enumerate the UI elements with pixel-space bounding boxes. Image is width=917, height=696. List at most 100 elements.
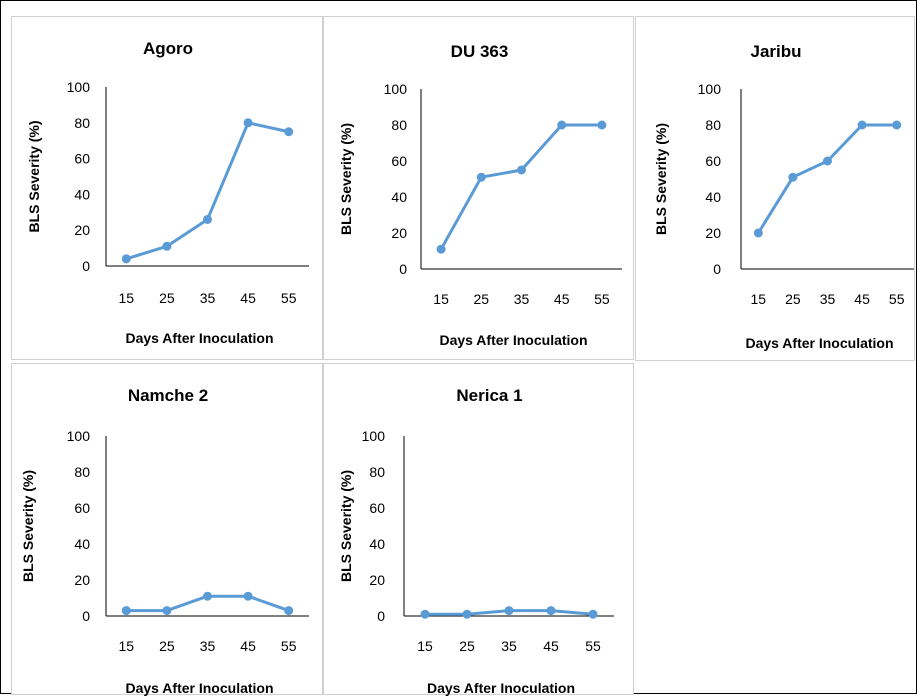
data-point	[121, 606, 131, 616]
x-axis-title: Days After Inoculation	[439, 332, 587, 348]
chart-svg-nerica-1: Nerica 1 BLS Severity (%) 0 20 40 60 80 100 15 25…	[338, 386, 614, 696]
x-tick-label: 55	[585, 638, 601, 654]
y-tick-label: 60	[74, 151, 90, 167]
y-tick-label: 60	[74, 500, 90, 516]
y-tick-label: 40	[74, 536, 90, 552]
x-tick-label: 35	[514, 291, 530, 307]
y-tick-label: 80	[74, 464, 90, 480]
y-tick-label: 0	[82, 258, 90, 274]
chart-title: DU 363	[451, 42, 509, 61]
data-point	[546, 606, 556, 616]
y-tick-label: 100	[67, 428, 91, 444]
x-tick-label: 15	[119, 638, 135, 654]
data-point	[504, 606, 514, 616]
x-tick-label: 55	[281, 290, 297, 306]
data-point	[121, 254, 131, 264]
data-point	[420, 609, 430, 619]
data-point	[476, 172, 486, 182]
y-axis-title: BLS Severity (%)	[338, 123, 354, 235]
x-axis-title: Days After Inoculation	[427, 680, 575, 696]
data-point	[162, 241, 172, 251]
y-tick-label: 40	[369, 536, 385, 552]
x-axis-title: Days After Inoculation	[745, 335, 893, 351]
y-axis-title: BLS Severity (%)	[338, 470, 354, 582]
chart-svg-du-363: DU 363 BLS Severity (%) 0 20 40 60 80 100 15 25 35…	[338, 42, 622, 348]
data-point	[462, 609, 472, 619]
x-tick-label: 25	[785, 291, 801, 307]
y-tick-label: 80	[391, 117, 407, 133]
data-point	[788, 172, 798, 182]
data-point	[857, 120, 867, 130]
x-tick-label: 45	[854, 291, 870, 307]
data-point	[203, 591, 212, 601]
x-tick-label: 25	[159, 638, 175, 654]
chart-title: Jaribu	[750, 42, 801, 61]
chart-svg-jaribu: Jaribu BLS Severity (%) 0 20 40 60 80 100 15 25 35…	[653, 42, 914, 351]
x-tick-label: 25	[159, 290, 175, 306]
chart-svg-agoro: Agoro BLS Severity (%) 0 20 40 60 80 100 15 25 35 4…	[26, 39, 309, 346]
chart-title: Agoro	[143, 39, 193, 58]
y-tick-label: 40	[74, 186, 90, 202]
x-tick-label: 25	[459, 638, 475, 654]
chart-panel-jaribu: Jaribu BLS Severity (%) 0 20 40 60 80 100 15 25 35…	[635, 16, 915, 361]
y-tick-label: 0	[82, 608, 90, 624]
y-tick-label: 20	[705, 225, 721, 241]
chart-panel-namche-2: Namche 2 BLS Severity (%) 0 20 40 60 80 100 15 25…	[11, 363, 323, 696]
x-tick-label: 35	[200, 290, 216, 306]
y-tick-label: 20	[391, 225, 407, 241]
data-point	[284, 127, 294, 137]
chart-svg-namche-2: Namche 2 BLS Severity (%) 0 20 40 60 80 100 15 25…	[20, 386, 309, 696]
y-tick-label: 60	[391, 153, 407, 169]
data-point	[588, 609, 598, 619]
x-axis-title: Days After Inoculation	[125, 330, 273, 346]
series-line	[439, 123, 604, 251]
x-tick-label: 15	[417, 638, 433, 654]
chart-panel-nerica-1: Nerica 1 BLS Severity (%) 0 20 40 60 80 100 15 25…	[323, 363, 634, 696]
y-tick-label: 0	[399, 261, 407, 277]
data-point	[162, 606, 172, 616]
data-point	[597, 120, 607, 130]
y-tick-label: 100	[698, 81, 722, 97]
data-point	[892, 120, 902, 130]
data-point	[753, 228, 763, 238]
data-point	[243, 591, 253, 601]
chart-panel-agoro: Agoro BLS Severity (%) 0 20 40 60 80 100 15 25 35 4…	[11, 16, 323, 360]
data-point	[436, 244, 446, 254]
x-tick-label: 45	[240, 290, 256, 306]
x-tick-label: 25	[474, 291, 490, 307]
x-tick-label: 55	[594, 291, 610, 307]
y-tick-label: 100	[362, 428, 386, 444]
x-tick-label: 45	[543, 638, 559, 654]
y-tick-label: 100	[67, 79, 91, 95]
x-tick-label: 55	[889, 291, 905, 307]
data-point	[557, 120, 567, 130]
data-point	[517, 165, 526, 175]
y-tick-label: 60	[705, 153, 721, 169]
y-tick-label: 0	[377, 608, 385, 624]
x-tick-label: 45	[554, 291, 570, 307]
x-tick-label: 35	[820, 291, 836, 307]
y-tick-label: 20	[74, 572, 90, 588]
chart-panel-du-363: DU 363 BLS Severity (%) 0 20 40 60 80 100 15 25 35…	[323, 16, 634, 360]
chart-title: Nerica 1	[456, 386, 522, 405]
y-tick-label: 80	[705, 117, 721, 133]
x-tick-label: 45	[240, 638, 256, 654]
y-tick-label: 20	[369, 572, 385, 588]
x-tick-label: 15	[433, 291, 449, 307]
y-tick-label: 80	[369, 464, 385, 480]
x-tick-label: 15	[751, 291, 767, 307]
y-tick-label: 40	[391, 189, 407, 205]
data-point	[203, 214, 212, 224]
y-tick-label: 60	[369, 500, 385, 516]
y-tick-label: 20	[74, 222, 90, 238]
y-tick-label: 100	[384, 81, 408, 97]
y-tick-label: 80	[74, 115, 90, 131]
data-point	[243, 118, 253, 128]
chart-title: Namche 2	[128, 386, 208, 405]
y-tick-label: 0	[713, 261, 721, 277]
y-axis-title: BLS Severity (%)	[20, 470, 36, 582]
y-axis-title: BLS Severity (%)	[653, 123, 669, 235]
x-tick-label: 35	[200, 638, 216, 654]
series-line	[124, 121, 291, 261]
